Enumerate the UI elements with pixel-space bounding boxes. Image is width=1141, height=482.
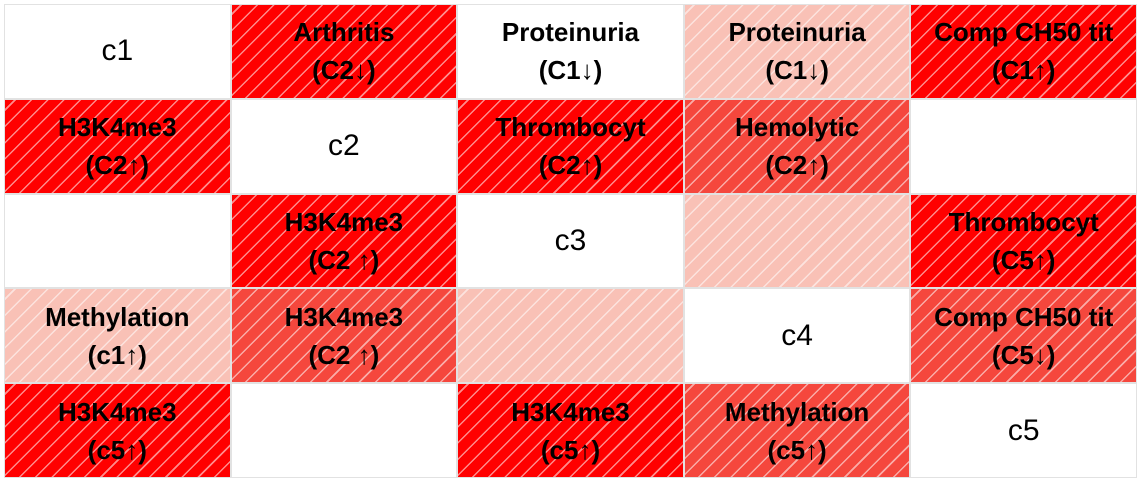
cell-direction: (C5↓): [991, 339, 1056, 370]
cell-label: Comp CH50 tit: [934, 301, 1114, 332]
cell-label: c2: [328, 129, 360, 163]
cell-direction: (C5↑): [991, 244, 1056, 275]
matrix-cell-r5-c3: H3K4me3 (c5↑): [457, 383, 684, 478]
matrix-cell-r1-c4: Proteinuria (C1↓): [683, 4, 911, 99]
cell-direction: (C1↓): [538, 55, 603, 86]
matrix-cell-r3-c4: [683, 193, 911, 289]
cell-label: Proteinuria: [501, 17, 640, 48]
matrix-cell-r4-c2: H3K4me3 (C2 ↑): [230, 288, 458, 384]
cell-direction: (C2 ↑): [308, 244, 380, 275]
cell-direction: (C1↓): [765, 55, 829, 86]
matrix-cell-r3-c5: Thrombocyt (C5↑): [910, 193, 1137, 289]
matrix-cell-r1-c5: Comp CH50 tit (C1↑): [910, 4, 1137, 99]
matrix-cell-r1-c3: Proteinuria (C1↓): [457, 4, 684, 99]
matrix-cell-r2-c4: Hemolytic (C2↑): [683, 98, 911, 194]
cell-label: Methylation: [45, 301, 190, 332]
matrix-cell-r4-c5: Comp CH50 tit (C5↓): [910, 288, 1137, 384]
cell-label: Proteinuria: [728, 17, 866, 48]
matrix-cell-r5-c5: c5: [910, 383, 1137, 478]
cell-direction: (c5↑): [87, 434, 147, 465]
matrix-cell-r5-c1: H3K4me3 (c5↑): [4, 383, 231, 478]
matrix-cell-r5-c4: Methylation (c5↑): [683, 383, 911, 478]
correlation-matrix: c1 Arthritis (C2↓) Proteinuria (C1↓) Proteinu…: [4, 4, 1137, 478]
cell-label: Methylation: [724, 396, 870, 427]
matrix-cell-r5-c2: [230, 383, 458, 478]
cell-direction: (C1↑): [991, 55, 1056, 86]
cell-direction: (C2↓): [312, 55, 376, 86]
cell-label: Thrombocyt: [948, 206, 1099, 237]
cell-direction: (C2↑): [538, 150, 603, 181]
cell-label: c3: [554, 223, 587, 257]
cell-label: H3K4me3: [58, 112, 177, 143]
matrix-cell-r2-c2: c2: [230, 98, 458, 194]
matrix-cell-r2-c1: H3K4me3 (C2↑): [4, 98, 231, 194]
cell-label: c5: [1007, 413, 1040, 447]
matrix-cell-r1-c1: c1: [4, 4, 231, 99]
cell-direction: (C2↑): [85, 150, 150, 181]
cell-label: Arthritis: [293, 17, 395, 48]
cell-label: c4: [781, 318, 813, 352]
matrix-cell-r3-c1: [4, 193, 231, 289]
matrix-cell-r3-c3: c3: [457, 193, 684, 289]
matrix-cell-r1-c2: Arthritis (C2↓): [230, 4, 458, 99]
cell-label: H3K4me3: [511, 396, 630, 427]
cell-label: H3K4me3: [284, 301, 404, 332]
cell-direction: (c5↑): [540, 434, 601, 465]
cell-label: H3K4me3: [58, 396, 177, 427]
cell-label: Hemolytic: [734, 112, 860, 143]
matrix-cell-r2-c3: Thrombocyt (C2↑): [457, 98, 684, 194]
matrix-cell-r2-c5: [910, 98, 1137, 194]
cell-direction: (C2↑): [765, 150, 829, 181]
cell-direction: (c1↑): [87, 339, 147, 370]
matrix-cell-r3-c2: H3K4me3 (C2 ↑): [230, 193, 458, 289]
cell-label: Thrombocyt: [495, 112, 646, 143]
matrix-cell-r4-c1: Methylation (c1↑): [4, 288, 231, 384]
cell-label: H3K4me3: [284, 206, 404, 237]
matrix-cell-r4-c4: c4: [683, 288, 911, 384]
cell-direction: (C2 ↑): [308, 339, 380, 370]
cell-label: c1: [101, 34, 134, 68]
matrix-cell-r4-c3: [457, 288, 684, 384]
cell-direction: (c5↑): [767, 434, 827, 465]
cell-label: Comp CH50 tit: [934, 17, 1114, 48]
